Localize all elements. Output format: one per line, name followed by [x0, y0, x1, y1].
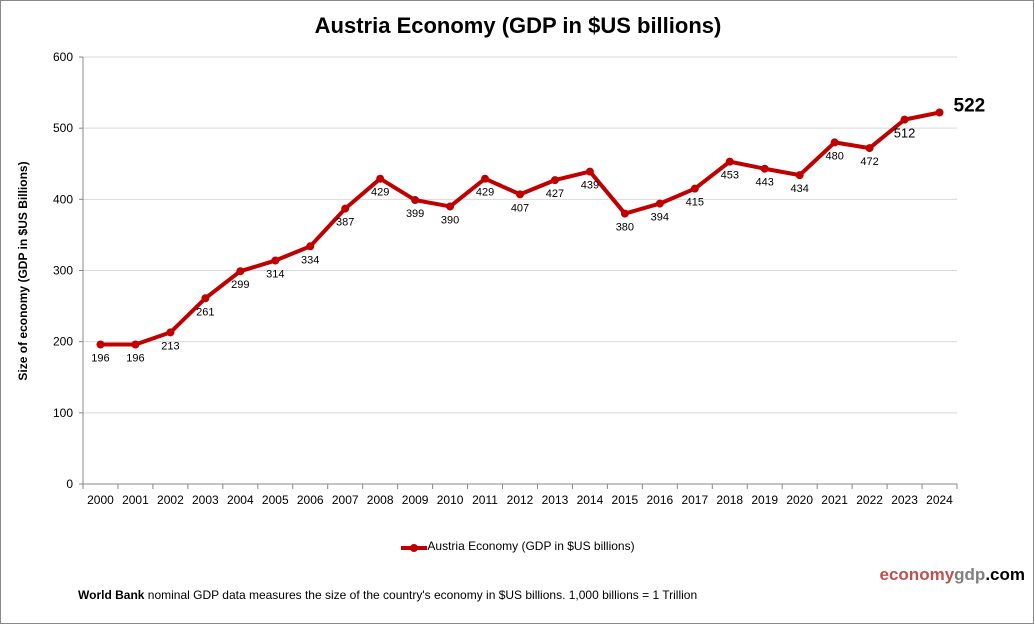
data-point	[271, 256, 280, 265]
x-tick-label: 2003	[192, 493, 219, 507]
x-tick-label: 2005	[262, 493, 289, 507]
y-tick-label: 0	[66, 477, 73, 491]
data-label: 261	[196, 306, 214, 318]
data-label: 522	[954, 96, 986, 117]
chart-title: Austria Economy (GDP in $US billions)	[314, 13, 722, 38]
legend-label: Austria Economy (GDP in $US billions)	[427, 539, 635, 553]
data-label: 512	[894, 126, 916, 141]
data-label: 415	[686, 197, 704, 209]
logo[interactable]: economygdp.com	[880, 565, 1025, 585]
x-tick-label: 2006	[297, 493, 324, 507]
x-tick-label: 2023	[891, 493, 918, 507]
data-point	[830, 138, 839, 147]
data-point	[411, 196, 420, 205]
data-point	[131, 340, 140, 349]
data-label: 387	[336, 217, 354, 229]
data-point	[96, 340, 105, 349]
data-point	[900, 115, 909, 124]
legend-swatch	[401, 542, 428, 552]
data-label: 427	[546, 188, 564, 200]
y-tick-label: 500	[53, 121, 73, 135]
footer-source: World Bank	[78, 588, 145, 602]
x-tick-label: 2014	[577, 493, 604, 507]
data-point	[306, 242, 315, 251]
x-tick-label: 2007	[332, 493, 359, 507]
data-label: 196	[91, 353, 109, 365]
data-label: 439	[581, 180, 599, 192]
data-label: 472	[860, 156, 878, 168]
data-point	[481, 174, 490, 183]
data-point	[690, 184, 699, 193]
data-point	[585, 167, 594, 176]
x-tick-label: 2009	[402, 493, 429, 507]
footer-text: nominal GDP data measures the size of th…	[144, 588, 698, 602]
data-point	[725, 157, 734, 166]
x-tick-label: 2012	[507, 493, 534, 507]
data-point	[550, 176, 559, 185]
x-tick-label: 2018	[716, 493, 743, 507]
x-tick-label: 2000	[87, 493, 114, 507]
y-tick-label: 200	[53, 335, 73, 349]
data-label: 213	[161, 340, 179, 352]
data-label: 390	[441, 214, 459, 226]
data-label: 434	[791, 183, 809, 195]
footer-note: World Bank nominal GDP data measures the…	[78, 588, 697, 602]
data-label: 334	[301, 254, 319, 266]
data-point	[795, 171, 804, 180]
data-point	[760, 164, 769, 173]
y-tick-label: 300	[53, 264, 73, 278]
data-label: 480	[825, 150, 843, 162]
y-tick-label: 400	[53, 192, 73, 206]
logo-part: .com	[985, 565, 1025, 584]
y-tick-label: 100	[53, 406, 73, 420]
data-point	[166, 328, 175, 337]
data-label: 429	[371, 187, 389, 199]
data-point	[341, 204, 350, 213]
data-label: 196	[126, 353, 144, 365]
data-label: 407	[511, 202, 529, 214]
y-tick-label: 600	[53, 50, 73, 64]
data-point	[446, 202, 455, 211]
x-tick-label: 2019	[751, 493, 778, 507]
data-label: 314	[266, 269, 284, 281]
data-label: 380	[616, 222, 634, 234]
x-tick-label: 2008	[367, 493, 394, 507]
data-label: 429	[476, 187, 494, 199]
x-tick-label: 2016	[646, 493, 673, 507]
x-tick-label: 2022	[856, 493, 883, 507]
data-point	[516, 190, 524, 199]
x-tick-label: 2024	[926, 493, 953, 507]
x-tick-label: 2004	[227, 493, 254, 507]
data-point	[935, 108, 944, 117]
x-tick-label: 2017	[681, 493, 708, 507]
x-tick-label: 2010	[437, 493, 464, 507]
data-point	[376, 174, 385, 183]
legend: Austria Economy (GDP in $US billions)	[1, 539, 1033, 553]
data-label: 394	[651, 212, 669, 224]
data-point	[865, 144, 874, 153]
x-tick-label: 2015	[612, 493, 639, 507]
data-label: 399	[406, 208, 424, 220]
data-label: 299	[231, 279, 249, 291]
x-tick-label: 2021	[821, 493, 848, 507]
data-point	[620, 209, 629, 218]
x-tick-label: 2020	[786, 493, 813, 507]
logo-part: economy	[879, 565, 955, 584]
logo-part: gdp	[954, 565, 986, 584]
plot-area: 0 100 200 300 400 500 600 2000 2001 2002 2003 2004 2…	[53, 50, 986, 507]
data-point	[236, 267, 245, 276]
x-tick-label: 2001	[122, 493, 149, 507]
x-tick-label: 2002	[157, 493, 184, 507]
data-point	[655, 199, 664, 208]
data-label: 443	[756, 177, 774, 189]
x-tick-label: 2013	[542, 493, 569, 507]
series-line	[100, 110, 940, 347]
data-point	[201, 294, 210, 303]
x-tick-label: 2011	[472, 493, 498, 507]
data-label: 453	[721, 170, 739, 182]
